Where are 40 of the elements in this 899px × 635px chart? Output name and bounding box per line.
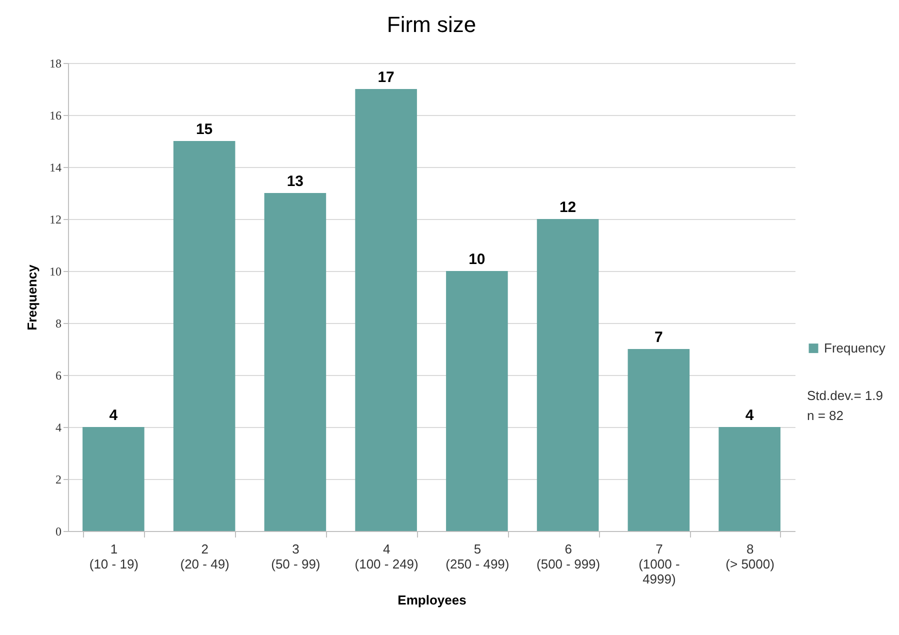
x-tick-label: 1 (10 - 19) <box>89 542 139 572</box>
data-label: 13 <box>286 173 304 190</box>
y-tick-label: 8 <box>56 316 62 330</box>
y-tick-label: 4 <box>56 420 62 434</box>
data-label: 10 <box>468 251 486 268</box>
bar <box>173 141 236 531</box>
x-tick-label: 3 (50 - 99) <box>271 542 320 572</box>
y-tick-label: 0 <box>56 524 62 538</box>
data-label: 17 <box>378 69 394 86</box>
x-tick-label: 8 (> 5000) <box>726 542 774 572</box>
x-axis-title: Employees <box>398 592 466 608</box>
bar <box>355 89 417 531</box>
data-label: 4 <box>109 407 118 424</box>
y-tick-label: 14 <box>50 160 62 174</box>
data-label: 7 <box>654 329 663 346</box>
x-tick-label: 7 (1000 - 4999) <box>638 542 680 586</box>
bar <box>536 219 599 531</box>
bar <box>82 427 144 531</box>
bar <box>264 193 326 531</box>
data-label: 12 <box>559 199 576 216</box>
y-axis-title: Frequency <box>24 264 40 330</box>
x-tick-label: 5 (250 - 499) <box>446 542 510 572</box>
bar <box>628 349 690 531</box>
data-label: 4 <box>745 407 754 424</box>
data-label: 15 <box>196 121 213 138</box>
x-tick-label: 2 (20 - 49) <box>180 542 230 572</box>
y-tick-label: 2 <box>56 472 62 486</box>
chart-title: Firm size <box>386 12 476 37</box>
text: n = 82 <box>807 408 844 423</box>
bar <box>446 271 508 531</box>
y-tick-label: 10 <box>50 264 62 278</box>
y-tick-label: 12 <box>50 212 62 226</box>
y-tick-label: 6 <box>56 368 62 382</box>
y-tick-label: 16 <box>50 108 62 122</box>
text: Std.dev.= 1.9 <box>807 388 884 403</box>
legend-label: Frequency <box>824 340 886 356</box>
y-tick-label: 18 <box>50 56 62 70</box>
x-tick-label: 6 (500 - 999) <box>536 542 600 572</box>
x-tick-label: 4 (100 - 249) <box>354 542 418 572</box>
bar <box>718 427 780 531</box>
